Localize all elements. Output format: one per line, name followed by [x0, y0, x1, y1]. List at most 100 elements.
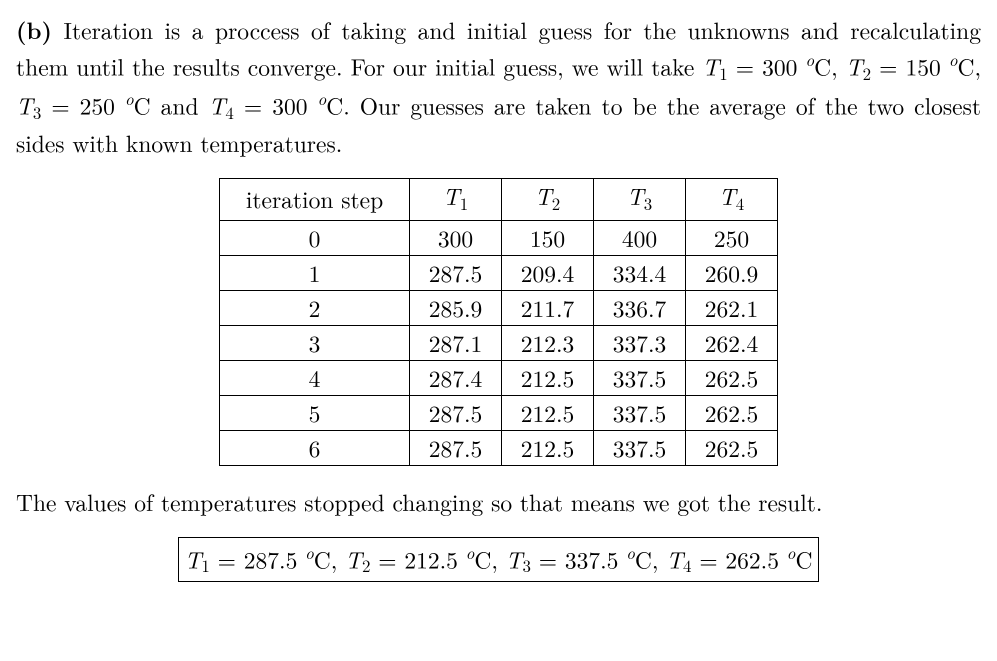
- T3-sub: 3: [33, 100, 41, 124]
- comma-2: ,: [974, 50, 981, 83]
- cell-t3: 337.5: [594, 430, 686, 465]
- cell-step: 2: [220, 290, 410, 325]
- cell-t1: 287.4: [410, 360, 502, 395]
- unit-C-2: C: [957, 50, 974, 83]
- T4-val: = 300: [234, 88, 318, 121]
- unit-C-1: C: [814, 50, 831, 83]
- r-T4-sub: 4: [683, 553, 691, 577]
- T2-sub: 2: [863, 61, 871, 85]
- table-row: 6287.5212.5337.5262.5: [220, 430, 778, 465]
- col-header-T1: T1: [410, 179, 502, 220]
- T3-hdr-sub: 3: [644, 191, 652, 215]
- r-C-2: C: [474, 542, 491, 575]
- col-header-T3: T3: [594, 179, 686, 220]
- cell-step: 5: [220, 395, 410, 430]
- r-deg-1: o: [305, 540, 314, 564]
- r-deg-4: o: [787, 540, 796, 564]
- cell-t2: 212.3: [502, 325, 594, 360]
- r-comma-2: ,: [491, 542, 505, 575]
- T4-hdr-var: T: [719, 179, 736, 212]
- cell-t4: 262.5: [686, 430, 778, 465]
- r-T4-var: T: [666, 542, 683, 575]
- cell-t2: 212.5: [502, 360, 594, 395]
- cell-t1: 287.5: [410, 430, 502, 465]
- r-comma-3: ,: [652, 542, 666, 575]
- deg-o-3: o: [125, 86, 134, 110]
- table-row: 2285.9211.7336.7262.1: [220, 290, 778, 325]
- cell-t3: 337.5: [594, 395, 686, 430]
- cell-t2: 212.5: [502, 395, 594, 430]
- T4-hdr-sub: 4: [736, 191, 744, 215]
- r-deg-3: o: [626, 540, 635, 564]
- table-row: 4287.4212.5337.5262.5: [220, 360, 778, 395]
- cell-t2: 212.5: [502, 430, 594, 465]
- r-C-4: C: [795, 542, 812, 575]
- table-header-row: iteration step T1 T2 T3 T4: [220, 179, 778, 220]
- cell-t3: 400: [594, 220, 686, 255]
- table-row: 3287.1212.3337.3262.4: [220, 325, 778, 360]
- T2-hdr-sub: 2: [552, 191, 560, 215]
- cell-t2: 150: [502, 220, 594, 255]
- cell-t3: 337.5: [594, 360, 686, 395]
- cell-t1: 287.1: [410, 325, 502, 360]
- col-header-step: iteration step: [220, 179, 410, 220]
- cell-step: 4: [220, 360, 410, 395]
- r-T3-sub: 3: [523, 553, 531, 577]
- T3-hdr-var: T: [627, 179, 644, 212]
- T4-var: T: [209, 88, 226, 121]
- iteration-table: iteration step T1 T2 T3 T4 0300150400250…: [219, 178, 778, 465]
- cell-t3: 337.3: [594, 325, 686, 360]
- T1-var: T: [702, 50, 719, 83]
- table-row: 5287.5212.5337.5262.5: [220, 395, 778, 430]
- cell-t4: 262.5: [686, 360, 778, 395]
- cell-step: 6: [220, 430, 410, 465]
- table-row: 0300150400250: [220, 220, 778, 255]
- part-label: (b): [16, 12, 52, 46]
- result-box-wrap: T1 = 287.5 oC, T2 = 212.5 oC, T3 = 337.5…: [16, 537, 981, 582]
- cell-t3: 336.7: [594, 290, 686, 325]
- r-T2-var: T: [345, 542, 362, 575]
- r-T1-var: T: [185, 542, 202, 575]
- result-box: T1 = 287.5 oC, T2 = 212.5 oC, T3 = 337.5…: [178, 537, 820, 582]
- unit-C-3: C: [134, 88, 151, 121]
- cell-t1: 285.9: [410, 290, 502, 325]
- T2-var: T: [846, 50, 863, 83]
- deg-o-2: o: [949, 47, 958, 71]
- T1-hdr-sub: 1: [460, 191, 468, 215]
- r-T3-var: T: [506, 542, 523, 575]
- r-T3-val: = 337.5: [531, 542, 626, 575]
- cell-step: 0: [220, 220, 410, 255]
- and: and: [151, 88, 209, 121]
- r-C-1: C: [314, 542, 331, 575]
- r-T1-sub: 1: [201, 553, 209, 577]
- cell-t4: 260.9: [686, 255, 778, 290]
- unit-C-4: C: [326, 88, 343, 121]
- cell-t1: 300: [410, 220, 502, 255]
- col-header-T2: T2: [502, 179, 594, 220]
- comma-1: ,: [831, 50, 846, 83]
- T3-val: = 250: [41, 88, 125, 121]
- r-comma-1: ,: [331, 542, 345, 575]
- T1-hdr-var: T: [443, 179, 460, 212]
- cell-step: 3: [220, 325, 410, 360]
- cell-t1: 287.5: [410, 395, 502, 430]
- cell-t4: 250: [686, 220, 778, 255]
- col-header-T4: T4: [686, 179, 778, 220]
- r-T2-sub: 2: [362, 553, 370, 577]
- r-C-3: C: [635, 542, 652, 575]
- deg-o-4: o: [318, 86, 327, 110]
- table-row: 1287.5209.4334.4260.9: [220, 255, 778, 290]
- cell-t4: 262.5: [686, 395, 778, 430]
- r-T2-val: = 212.5: [370, 542, 465, 575]
- cell-t2: 211.7: [502, 290, 594, 325]
- T4-sub: 4: [225, 100, 233, 124]
- cell-t4: 262.4: [686, 325, 778, 360]
- r-T1-val: = 287.5: [210, 542, 305, 575]
- T2-hdr-var: T: [535, 179, 552, 212]
- cell-t4: 262.1: [686, 290, 778, 325]
- T1-sub: 1: [719, 61, 727, 85]
- cell-t1: 287.5: [410, 255, 502, 290]
- conclusion-paragraph: The values of temperatures stopped chang…: [16, 484, 981, 519]
- intro-paragraph: (b) Iteration is a proccess of taking an…: [16, 12, 981, 160]
- r-T4-val: = 262.5: [692, 542, 787, 575]
